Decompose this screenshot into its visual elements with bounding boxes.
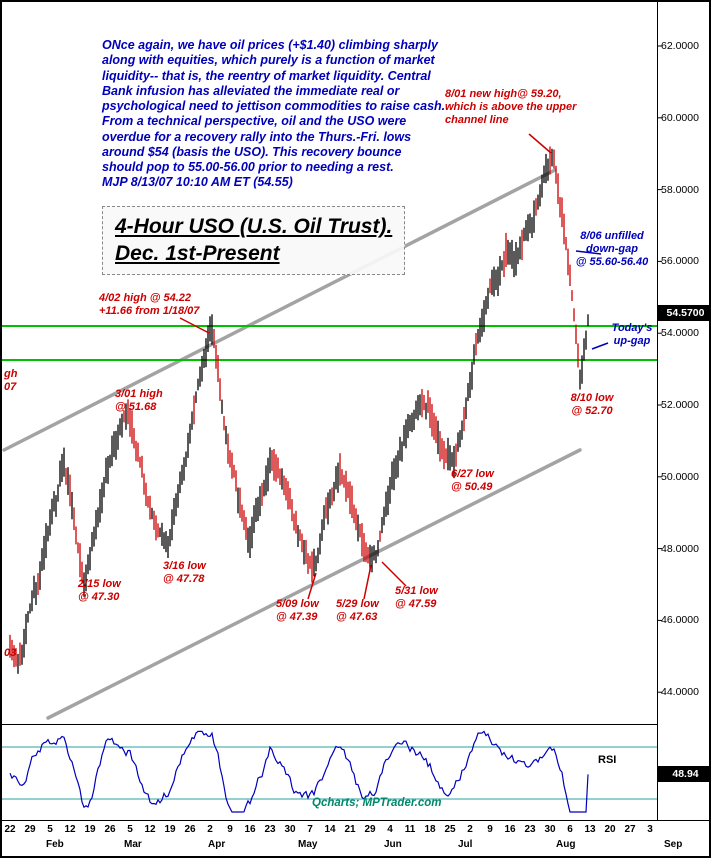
- annotation-connector-2: [307, 572, 317, 600]
- price-tick-label-2: 58.0000: [661, 183, 699, 196]
- week-tick-label-27: 30: [544, 824, 556, 835]
- chart-borders: [2, 2, 709, 821]
- annotation-connector-4: [381, 561, 407, 587]
- last-price-box: 54.5700: [658, 304, 709, 321]
- month-label-jul: Jul: [458, 839, 473, 850]
- week-tick-label-20: 11: [404, 824, 416, 835]
- annotation-connector-1: [179, 317, 210, 334]
- price-tick-label-6: 50.0000: [661, 470, 699, 483]
- month-label-sep: Sep: [664, 839, 683, 850]
- week-tick-label-29: 13: [584, 824, 596, 835]
- price-tick-label-1: 60.0000: [661, 111, 699, 124]
- week-tick-label-9: 26: [184, 824, 196, 835]
- candlestick-series: [9, 146, 589, 674]
- week-tick-label-32: 3: [647, 824, 653, 835]
- week-tick-label-26: 23: [524, 824, 536, 835]
- week-tick-label-23: 2: [467, 824, 473, 835]
- week-tick-label-4: 19: [84, 824, 96, 835]
- week-tick-label-17: 21: [344, 824, 356, 835]
- week-tick-label-2: 5: [47, 824, 53, 835]
- rsi-value-box: 48.94: [658, 766, 709, 783]
- month-label-mar: Mar: [124, 839, 142, 850]
- week-tick-label-5: 26: [104, 824, 116, 835]
- week-tick-label-13: 23: [264, 824, 276, 835]
- week-tick-label-28: 6: [567, 824, 573, 835]
- week-tick-label-30: 20: [604, 824, 616, 835]
- price-tick-label-5: 52.0000: [661, 399, 699, 411]
- month-label-jun: Jun: [384, 839, 402, 850]
- annotation-connector-0: [528, 133, 552, 154]
- price-tick-label-0: 62.0000: [661, 40, 699, 52]
- price-tick-label-8: 46.0000: [661, 614, 699, 627]
- annotation-connector-5: [575, 250, 602, 255]
- week-tick-label-3: 12: [64, 824, 76, 835]
- week-tick-label-22: 25: [444, 824, 456, 835]
- annotation-connector-6: [591, 342, 609, 350]
- price-tick-label-4: 54.0000: [661, 327, 699, 340]
- rsi-line: [9, 730, 589, 813]
- week-tick-label-7: 12: [144, 824, 156, 835]
- week-tick-label-19: 4: [387, 824, 393, 835]
- week-tick-label-21: 18: [424, 824, 436, 835]
- week-tick-label-24: 9: [487, 824, 493, 835]
- month-label-may: May: [298, 839, 318, 850]
- annotation-connector-3: [363, 564, 372, 600]
- chart-title: 4-Hour USO (U.S. Oil Trust). Dec. 1st-Pr…: [102, 206, 406, 275]
- week-tick-label-14: 30: [284, 824, 296, 835]
- price-tick-label-3: 56.0000: [661, 255, 699, 268]
- week-tick-label-10: 2: [207, 824, 213, 835]
- week-tick-label-8: 19: [164, 824, 176, 835]
- price-tick-label-9: 44.0000: [661, 686, 699, 699]
- chart-credit: Qcharts; MPTrader.com: [312, 797, 442, 809]
- price-tick-label-7: 48.0000: [661, 542, 699, 555]
- rsi-label: RSI: [598, 754, 617, 766]
- week-tick-label-6: 5: [127, 824, 133, 835]
- week-tick-label-16: 14: [324, 824, 336, 835]
- lower-channel-line: [46, 448, 582, 720]
- week-tick-label-25: 16: [504, 824, 516, 835]
- week-tick-label-18: 29: [364, 824, 376, 835]
- week-tick-label-0: 22: [4, 824, 16, 835]
- analyst-commentary: ONce again, we have oil prices (+$1.40) …: [102, 38, 446, 190]
- week-tick-label-31: 27: [624, 824, 636, 835]
- week-tick-label-15: 7: [307, 824, 313, 835]
- week-tick-label-11: 9: [227, 824, 233, 835]
- month-label-feb: Feb: [46, 839, 64, 850]
- month-label-aug: Aug: [556, 839, 576, 850]
- week-tick-label-12: 16: [244, 824, 256, 835]
- month-label-apr: Apr: [208, 839, 226, 850]
- week-tick-label-1: 29: [24, 824, 36, 835]
- upper-channel-line: [2, 168, 557, 452]
